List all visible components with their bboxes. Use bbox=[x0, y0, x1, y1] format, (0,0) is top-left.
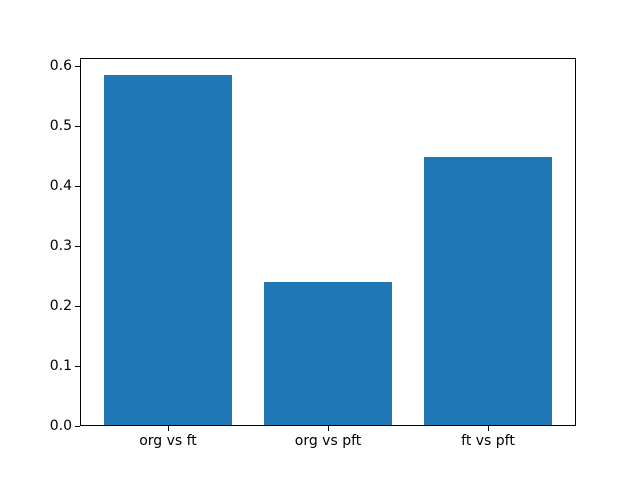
x-tick-mark bbox=[168, 426, 169, 431]
y-tick-label: 0.1 bbox=[49, 358, 72, 374]
plot-area bbox=[80, 58, 576, 426]
x-tick-mark bbox=[328, 426, 329, 431]
y-tick-mark bbox=[75, 246, 80, 247]
y-tick-label: 0.2 bbox=[49, 298, 72, 314]
y-tick-mark bbox=[75, 186, 80, 187]
bar-org-vs-pft bbox=[264, 282, 392, 426]
y-tick-label: 0.4 bbox=[49, 178, 72, 194]
y-tick-mark bbox=[75, 66, 80, 67]
y-tick-label: 0.5 bbox=[49, 118, 72, 134]
y-tick-label: 0.3 bbox=[49, 238, 72, 254]
y-tick-mark bbox=[75, 366, 80, 367]
y-tick-mark bbox=[75, 126, 80, 127]
y-tick-label: 0.6 bbox=[49, 58, 72, 74]
x-tick-label: ft vs pft bbox=[461, 433, 515, 449]
x-tick-mark bbox=[488, 426, 489, 431]
bar-ft-vs-pft bbox=[424, 156, 552, 426]
x-tick-label: org vs pft bbox=[294, 433, 362, 449]
x-tick-label: org vs ft bbox=[139, 433, 197, 449]
bar-org-vs-ft bbox=[104, 74, 232, 426]
y-tick-mark bbox=[75, 426, 80, 427]
y-tick-mark bbox=[75, 306, 80, 307]
y-tick-label: 0.0 bbox=[49, 418, 72, 434]
